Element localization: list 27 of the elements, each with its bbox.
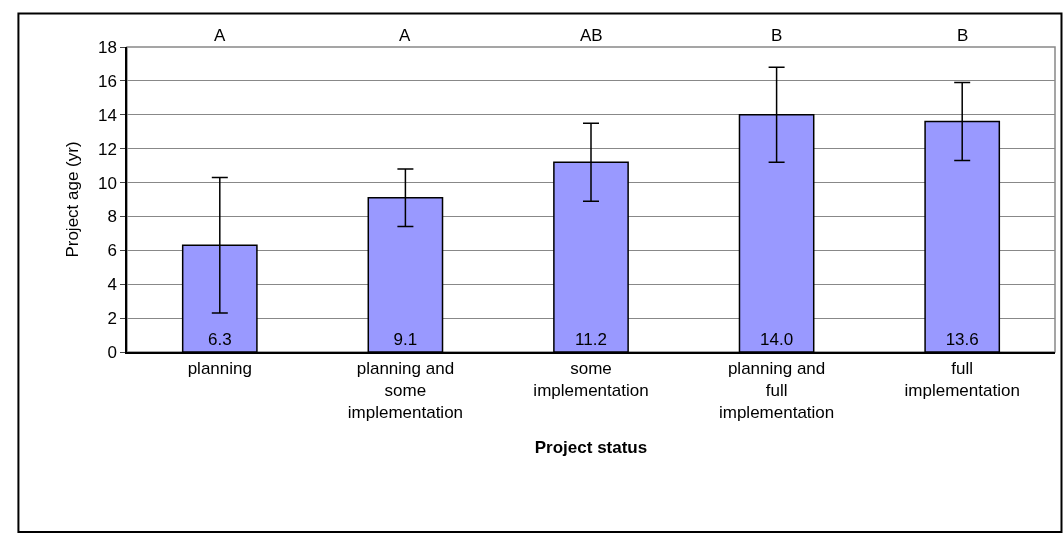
data-label: 11.2 — [575, 330, 607, 349]
y-tick-label: 18 — [97, 37, 117, 57]
text: B — [771, 26, 783, 45]
y-tick-label: 16 — [97, 71, 117, 91]
y-tick-label: 14 — [97, 105, 117, 125]
y-axis-title: Project age (yr) — [62, 141, 82, 258]
y-tick-label: 2 — [107, 309, 117, 329]
text: AB — [580, 26, 603, 45]
y-tick-label: 4 — [107, 275, 117, 295]
text: A — [399, 26, 411, 45]
x-tick-label: full implementation — [904, 359, 1020, 401]
text: B — [957, 26, 969, 45]
x-axis-title: Project status — [534, 438, 648, 458]
y-tick-label: 10 — [97, 173, 117, 193]
data-label: 6.3 — [207, 330, 232, 349]
x-tick-label: planning and full implementation — [718, 359, 835, 423]
y-tick-label: 6 — [107, 241, 117, 261]
data-label: 9.1 — [393, 330, 418, 349]
text: A — [214, 26, 226, 45]
x-tick-label: some implementation — [533, 359, 649, 401]
y-tick-label: 12 — [97, 139, 117, 159]
x-tick-label: planning and some implementation — [347, 359, 464, 423]
x-tick-label: planning — [187, 359, 252, 379]
y-tick-label: 8 — [107, 207, 117, 227]
data-label: 13.6 — [945, 330, 979, 349]
data-label: 14.0 — [760, 330, 794, 349]
y-tick-label: 0 — [107, 342, 117, 362]
